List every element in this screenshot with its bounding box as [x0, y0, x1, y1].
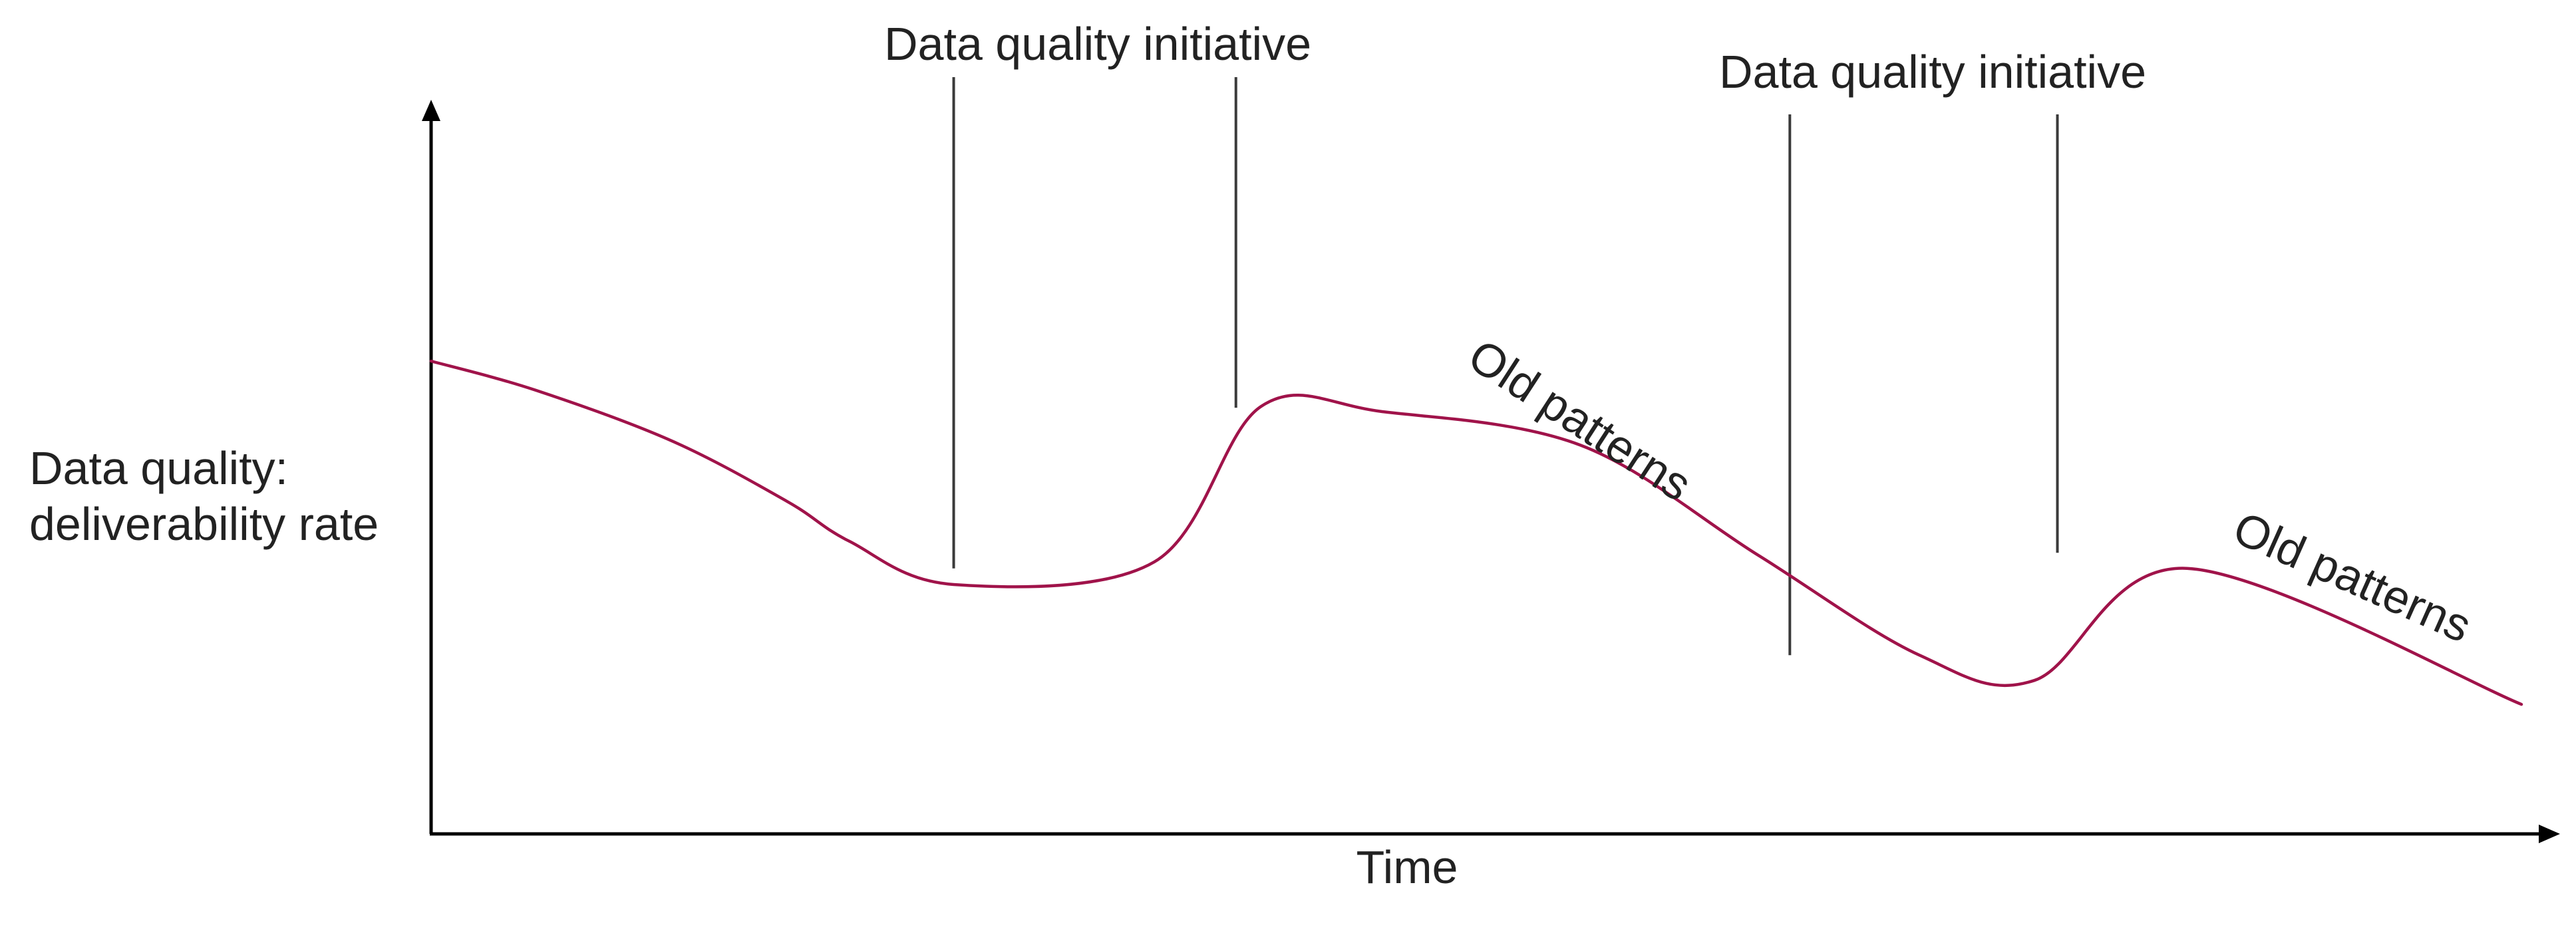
x-axis-arrowhead [2539, 825, 2560, 843]
data-quality-curve [429, 359, 2523, 706]
annotation-label-old-patterns-2: Old patterns [2226, 501, 2479, 652]
y-axis-label-line-2: deliverability rate [29, 498, 379, 550]
marker-lines [952, 77, 2059, 656]
y-axis-label-line-1: Data quality: [29, 442, 288, 494]
annotation-label-initiative-2: Data quality initiative [1719, 46, 2146, 98]
annotation-label-initiative-1: Data quality initiative [884, 18, 1311, 70]
annotation-label-old-patterns-1: Old patterns [1460, 329, 1700, 511]
y-axis-arrowhead [422, 100, 440, 121]
x-axis-label: Time [1357, 841, 1458, 893]
